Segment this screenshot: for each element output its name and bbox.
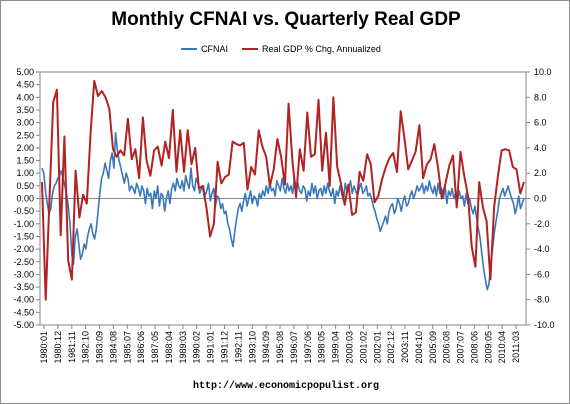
left-tick-label: 3.00: [16, 118, 34, 128]
x-tick-label: 1997:06: [303, 331, 313, 364]
x-tick-label: 1986:06: [136, 331, 146, 364]
x-tick-label: 2007:07: [456, 331, 466, 364]
legend-swatch-cfnai: [181, 48, 197, 50]
left-tick-label: 4.50: [16, 80, 34, 90]
right-tick-label: 8.0: [534, 92, 547, 102]
left-tick-label: -3.00: [13, 269, 34, 279]
right-tick-label: 0.0: [534, 194, 547, 204]
x-tick-label: 1987:05: [150, 331, 160, 364]
left-tick-label: -4.50: [13, 307, 34, 317]
right-tick-label: 2.0: [534, 168, 547, 178]
left-tick-label: -0.50: [13, 206, 34, 216]
chart-title: Monthly CFNAI vs. Quarterly Real GDP: [111, 9, 461, 30]
x-tick-label: 1983:09: [95, 331, 105, 364]
left-tick-label: -2.00: [13, 244, 34, 254]
x-tick-label: 1981:11: [67, 331, 77, 363]
x-tick-label: 2006:08: [442, 331, 452, 364]
x-tick-label: 1996:07: [289, 331, 299, 364]
legend-item-gdp: Real GDP % Chg, Annualized: [242, 44, 381, 54]
x-tick-label: 1998:05: [317, 331, 327, 364]
x-tick-label: 2002:12: [386, 331, 396, 364]
x-tick-label: 1991:01: [206, 331, 216, 364]
right-tick-label: 10.0: [534, 67, 552, 77]
right-tick-label: -2.0: [534, 219, 550, 229]
x-tick-label: 1994:09: [261, 331, 271, 364]
x-tick-label: 1984:08: [108, 331, 118, 364]
left-tick-label: 1.00: [16, 168, 34, 178]
x-tick-label: 2008:06: [469, 331, 479, 364]
x-tick-label: 2000:03: [344, 331, 354, 364]
legend-label-cfnai: CFNAI: [201, 44, 228, 54]
right-tick-label: 6.0: [534, 118, 547, 128]
series-line-cfnai: [41, 131, 525, 291]
x-tick-label: 2004:10: [414, 331, 424, 364]
left-tick-label: 0.00: [16, 194, 34, 204]
x-tick-label: 1982:10: [81, 331, 91, 364]
x-tick-label: 2003:11: [400, 331, 410, 363]
x-tick-label: 1995:08: [275, 331, 285, 364]
x-tick-label: 1985:07: [122, 331, 132, 364]
x-tick-label: 1980:12: [53, 331, 63, 364]
x-tick-label: 2010:04: [497, 331, 507, 364]
left-tick-label: 1.50: [16, 156, 34, 166]
x-tick-label: 2009:05: [483, 331, 493, 364]
left-tick-label: 2.00: [16, 143, 34, 153]
right-tick-label: 4.0: [534, 143, 547, 153]
legend-label-gdp: Real GDP % Chg, Annualized: [262, 44, 381, 54]
left-tick-label: -1.00: [13, 219, 34, 229]
x-tick-label: 1989:03: [178, 331, 188, 364]
left-tick-label: -1.50: [13, 231, 34, 241]
x-tick-label: 1991:12: [220, 331, 230, 364]
left-tick-label: 3.50: [16, 105, 34, 115]
x-tick-label: 1988:04: [164, 331, 174, 364]
left-tick-label: 5.00: [16, 67, 34, 77]
legend-item-cfnai: CFNAI: [181, 44, 228, 54]
left-tick-label: 2.50: [16, 130, 34, 140]
x-tick-label: 1992:11: [233, 331, 243, 363]
x-tick-label: 2011:03: [511, 331, 521, 363]
series-line-gdp: [41, 79, 525, 301]
legend: CFNAI Real GDP % Chg, Annualized: [181, 44, 381, 54]
left-tick-label: -3.50: [13, 282, 34, 292]
right-tick-label: -10.0: [534, 320, 555, 330]
x-tick-label: 1990:02: [192, 331, 202, 364]
left-tick-label: 0.50: [16, 181, 34, 191]
right-tick-label: -8.0: [534, 295, 550, 305]
x-tick-label: 1993:10: [247, 331, 257, 364]
left-tick-label: -4.00: [13, 295, 34, 305]
x-tick-label: 2005:09: [428, 331, 438, 364]
right-tick-label: -4.0: [534, 244, 550, 254]
left-tick-label: -5.00: [13, 320, 34, 330]
x-tick-label: 1980:01: [39, 331, 49, 364]
x-tick-label: 2002:01: [372, 331, 382, 364]
left-tick-label: -2.50: [13, 257, 34, 267]
x-tick-label: 1999:04: [331, 331, 341, 364]
legend-swatch-gdp: [242, 48, 258, 50]
x-tick-label: 2001:02: [358, 331, 368, 364]
left-tick-label: 4.00: [16, 92, 34, 102]
source-url: http://www.economicpopulist.org: [192, 381, 380, 392]
right-tick-label: -6.0: [534, 269, 550, 279]
